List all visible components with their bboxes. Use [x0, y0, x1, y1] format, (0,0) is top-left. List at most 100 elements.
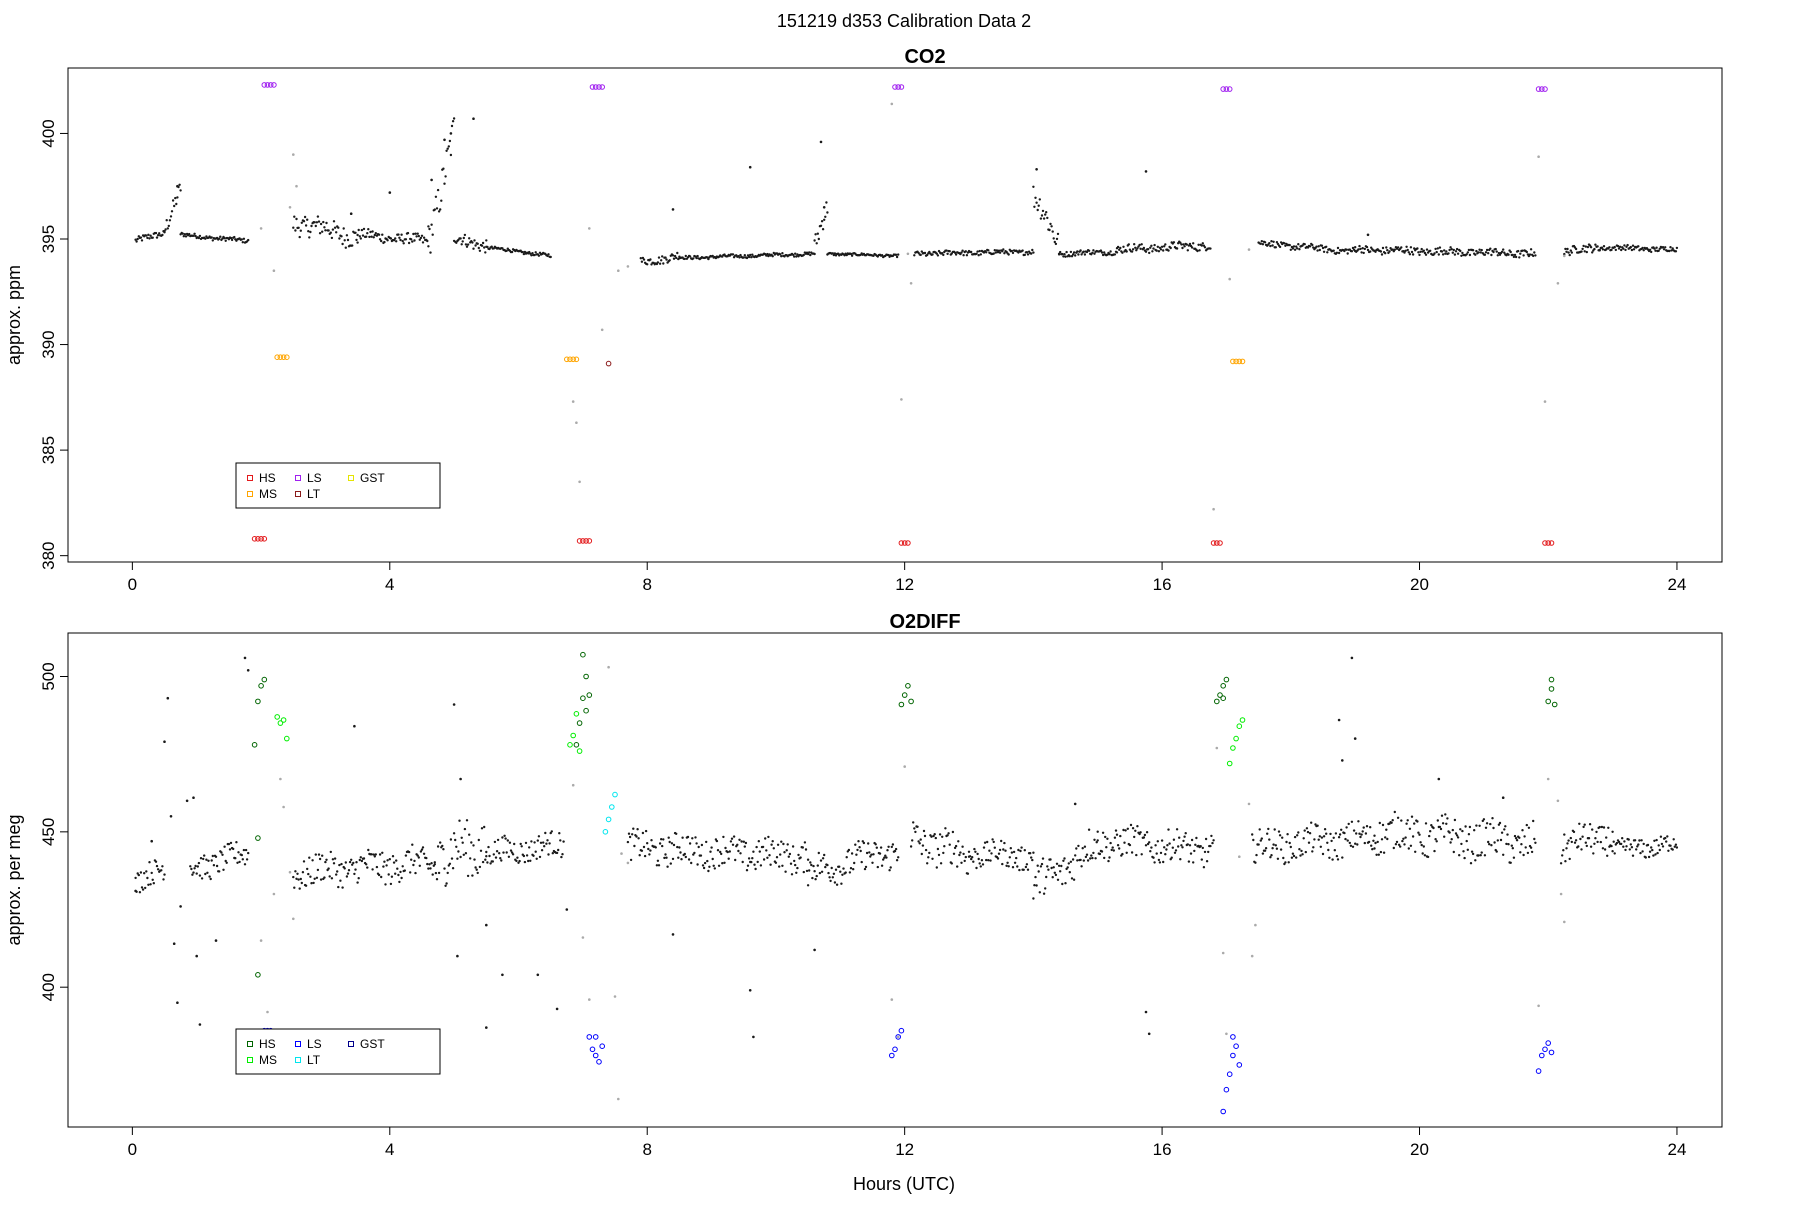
ambient-point [508, 841, 512, 844]
ambient-point [893, 849, 897, 853]
ambient-point [1474, 859, 1477, 862]
point-hs [1210, 540, 1217, 546]
ambient-point [344, 246, 347, 249]
ambient-point [985, 858, 988, 862]
ambient-point [823, 218, 826, 221]
ambient-point [856, 848, 859, 852]
ambient-point [1008, 856, 1011, 859]
ambient-point [716, 849, 720, 852]
ambient-point [1393, 248, 1397, 251]
ambient-point [806, 858, 810, 861]
ambient-point [1151, 250, 1154, 253]
point-ls [596, 84, 602, 90]
ambient-point [1269, 244, 1272, 248]
ambient-point [1446, 817, 1449, 820]
point-ls [1220, 86, 1226, 92]
point-ls [898, 1027, 905, 1034]
point-ms [570, 732, 577, 739]
ambient-point [240, 238, 243, 241]
ambient-point [1581, 247, 1584, 251]
ambient-point [1356, 843, 1359, 846]
ambient-point [826, 863, 829, 867]
ambient-point [1025, 251, 1029, 254]
ambient-point [328, 875, 331, 878]
ambient-point [696, 863, 699, 866]
ambient-point [767, 835, 770, 839]
ambient-point [986, 840, 989, 844]
ambient-point [1521, 249, 1524, 252]
ambient-point [692, 257, 695, 260]
ambient-point [770, 843, 773, 846]
ambient-point [829, 879, 832, 883]
ambient-point [245, 858, 249, 861]
ambient-point [1122, 828, 1125, 832]
ambient-point [743, 254, 746, 257]
ambient-point [452, 703, 456, 706]
ambient-point [1332, 836, 1335, 839]
ambient-point [179, 189, 182, 192]
point-ms [280, 717, 287, 723]
ambient-point [1038, 891, 1042, 894]
point-hs [898, 540, 905, 546]
ambient-point [314, 853, 317, 856]
ambient-point [1192, 242, 1195, 245]
ambient-point [1496, 839, 1500, 842]
ambient-point [444, 884, 447, 887]
ambient-point [844, 871, 847, 874]
ambient-point [954, 844, 958, 848]
ambient-point [789, 862, 793, 865]
ambient-point [230, 238, 234, 242]
ambient-point [719, 850, 722, 854]
ambient-point [883, 856, 886, 859]
ambient-point [1006, 861, 1009, 864]
ambient-point [818, 871, 822, 875]
ambient-point [1351, 845, 1355, 848]
ambient-point [1333, 849, 1337, 852]
ambient-point [819, 859, 823, 862]
ambient-point [1434, 838, 1437, 841]
ambient-point [243, 863, 247, 866]
ambient-point [1404, 249, 1407, 252]
ambient-point [1444, 252, 1447, 255]
ambient-point [1009, 847, 1012, 850]
ambient-point [241, 241, 244, 244]
ambient-point [1112, 849, 1116, 852]
ambient-point [816, 232, 819, 235]
ambient-point [927, 856, 930, 859]
ambient-point [1210, 834, 1213, 838]
ambient-point [790, 873, 794, 876]
ambient-point [1045, 875, 1048, 879]
ambient-point [854, 843, 857, 846]
ambient-point [1308, 245, 1312, 248]
ambient-point [477, 246, 480, 250]
ambient-point [982, 846, 986, 849]
ambient-point [1513, 834, 1517, 838]
ambient-point [1418, 833, 1421, 836]
ambient-point [1087, 249, 1091, 252]
ambient-point [1050, 866, 1053, 870]
ambient-point [356, 233, 359, 237]
ambient-point [722, 835, 725, 839]
ambient-point [690, 861, 693, 865]
ambient-point [1125, 250, 1128, 253]
ambient-point [1039, 217, 1043, 220]
ambient-point [559, 839, 562, 842]
ambient-point [808, 251, 811, 254]
transition-point [266, 1010, 269, 1014]
ambient-point [441, 844, 444, 848]
ambient-point [1036, 864, 1039, 867]
ambient-point [1600, 825, 1604, 829]
ambient-point [176, 184, 179, 188]
ambient-point [359, 237, 362, 240]
ambient-point [688, 842, 692, 845]
legend-label-hs: HS [259, 471, 276, 485]
ambient-point [1053, 240, 1057, 244]
point-hs [251, 742, 258, 748]
ambient-point [1158, 861, 1162, 864]
ambient-point [1458, 854, 1461, 857]
transition-point [1215, 746, 1219, 750]
ambient-point [1664, 246, 1667, 249]
ambient-point [146, 236, 149, 240]
ambient-point [1518, 256, 1521, 259]
